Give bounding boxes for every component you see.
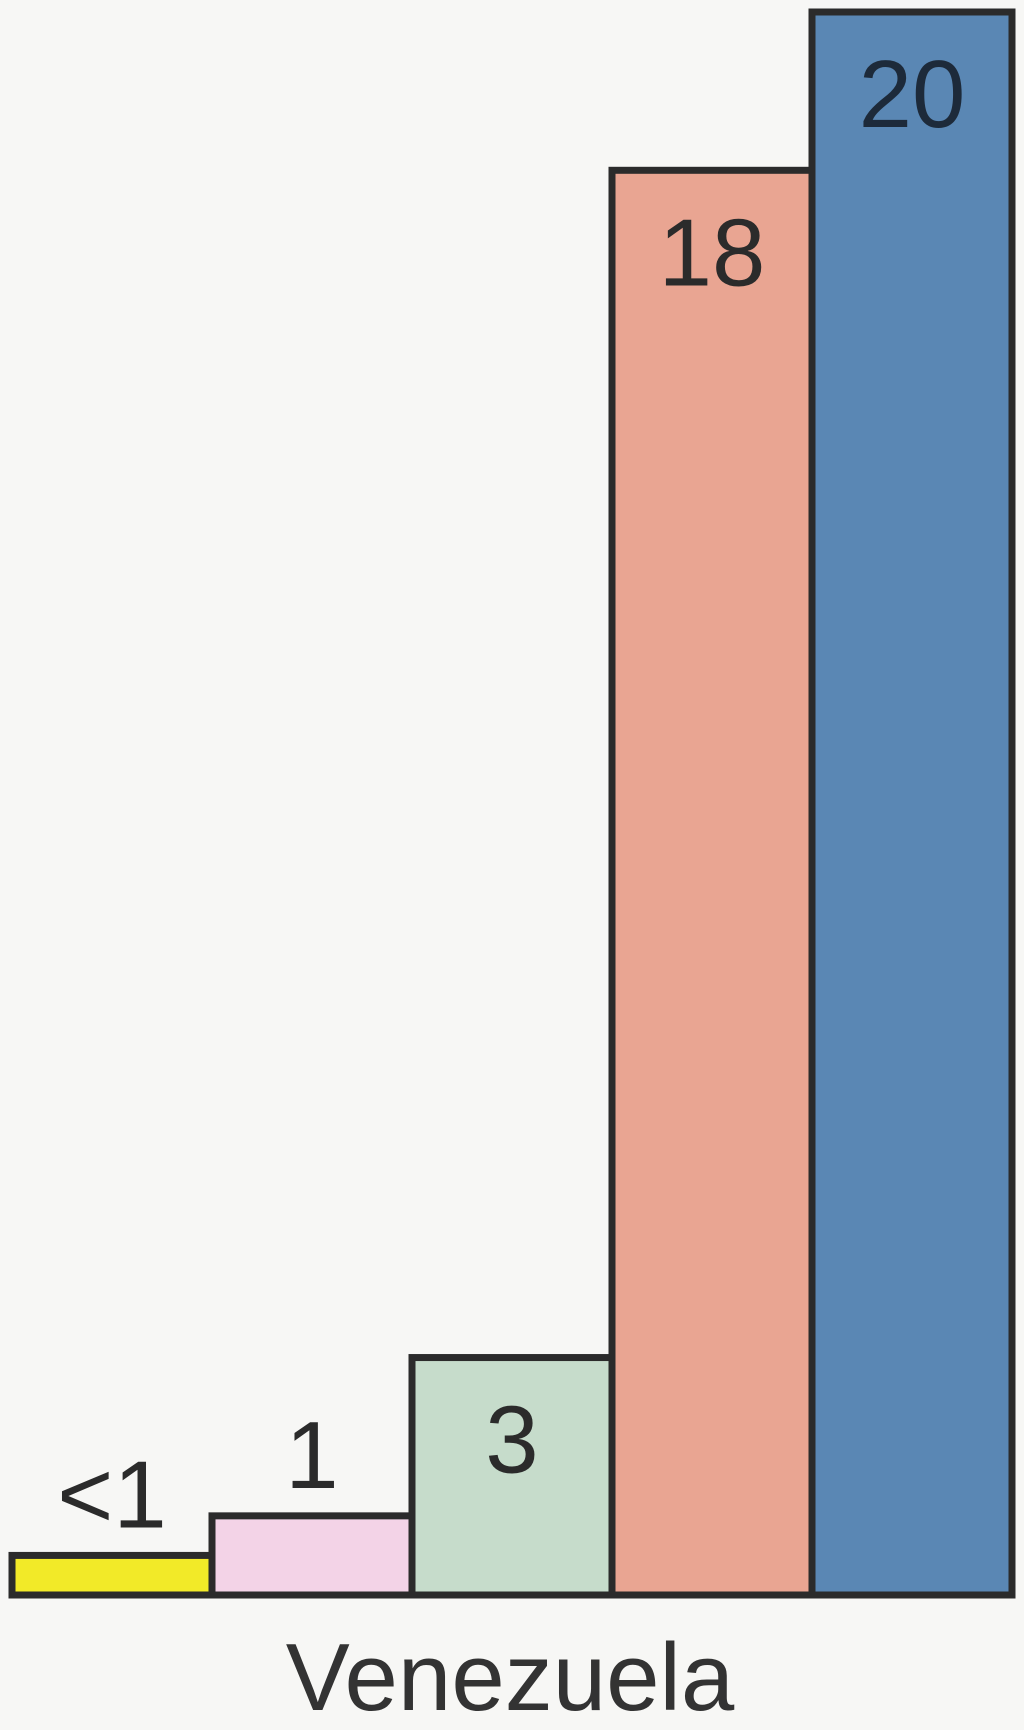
value-label-1: 1 [285, 1402, 338, 1509]
bars-group [8, 8, 1016, 1599]
bar-4 [808, 8, 1016, 1599]
value-label-0: <1 [57, 1441, 166, 1548]
value-label-2: 3 [485, 1387, 538, 1494]
value-label-4: 20 [859, 41, 966, 148]
bar-0 [8, 1551, 216, 1599]
value-label-3: 18 [659, 199, 766, 306]
value-labels-group: <1 1 3 18 20 [57, 41, 965, 1548]
x-axis-label: Venezuela [286, 1624, 735, 1725]
bar-3 [608, 166, 816, 1599]
bar-1 [208, 1512, 416, 1599]
bar-2 [408, 1354, 616, 1599]
